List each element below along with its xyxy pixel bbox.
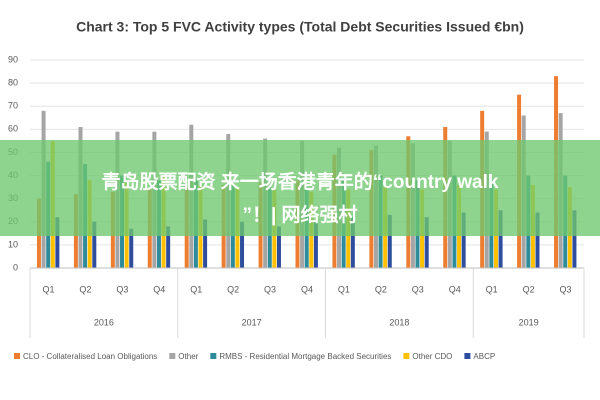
legend-swatch [403, 353, 410, 359]
x-tick-label: Q3 [412, 284, 424, 294]
bar [166, 226, 171, 268]
x-tick-label: Q4 [301, 284, 313, 294]
x-group-label: 2016 [94, 317, 114, 327]
x-tick-label: Q3 [116, 284, 128, 294]
legend-label: RMBS - Residential Mortgage Backed Secur… [219, 352, 391, 361]
banner-text: ”！| 网络强村 [242, 203, 357, 226]
bar [55, 217, 60, 268]
bar [276, 226, 281, 268]
banner-text: 青岛股票配资 来一场香港青年的“country walk [102, 170, 499, 193]
legend-label: CLO - Collateralised Loan Obligations [23, 352, 157, 361]
legend-swatch [464, 353, 471, 359]
x-tick-label: Q4 [449, 284, 461, 294]
legend-label: Other CDO [412, 352, 452, 361]
x-tick-label: Q1 [338, 284, 350, 294]
banner [0, 140, 600, 236]
x-tick-label: Q2 [375, 284, 387, 294]
bar [129, 228, 134, 268]
chart-title: Chart 3: Top 5 FVC Activity types (Total… [76, 19, 524, 35]
y-tick-label: 80 [8, 77, 18, 87]
x-tick-label: Q2 [227, 284, 239, 294]
x-tick-label: Q1 [42, 284, 54, 294]
legend-swatch [210, 353, 217, 359]
legend-swatch [14, 353, 20, 359]
bar [572, 210, 577, 268]
legend-swatch [169, 353, 176, 359]
x-tick-label: Q2 [523, 284, 535, 294]
x-group-label: 2017 [242, 317, 262, 327]
bar [461, 212, 466, 268]
bar [498, 210, 503, 268]
x-tick-label: Q1 [190, 284, 202, 294]
bar [203, 219, 208, 268]
y-tick-label: 70 [8, 101, 18, 111]
bar [424, 217, 429, 268]
x-tick-label: Q1 [486, 284, 498, 294]
bar [350, 217, 355, 268]
legend-label: Other [178, 352, 198, 361]
x-tick-label: Q2 [79, 284, 91, 294]
x-group-label: 2018 [389, 317, 409, 327]
bar [313, 221, 318, 268]
y-tick-label: 60 [8, 124, 18, 134]
bar [535, 212, 540, 268]
x-tick-label: Q4 [153, 284, 165, 294]
x-tick-label: Q3 [560, 284, 572, 294]
y-tick-label: 90 [8, 54, 18, 64]
bar [92, 221, 97, 268]
legend-label: ABCP [473, 352, 495, 361]
y-tick-label: 10 [8, 239, 18, 249]
y-tick-label: 0 [13, 262, 18, 272]
bar [387, 214, 392, 268]
x-group-label: 2019 [519, 317, 539, 327]
bar [240, 221, 245, 268]
x-tick-label: Q3 [264, 284, 276, 294]
